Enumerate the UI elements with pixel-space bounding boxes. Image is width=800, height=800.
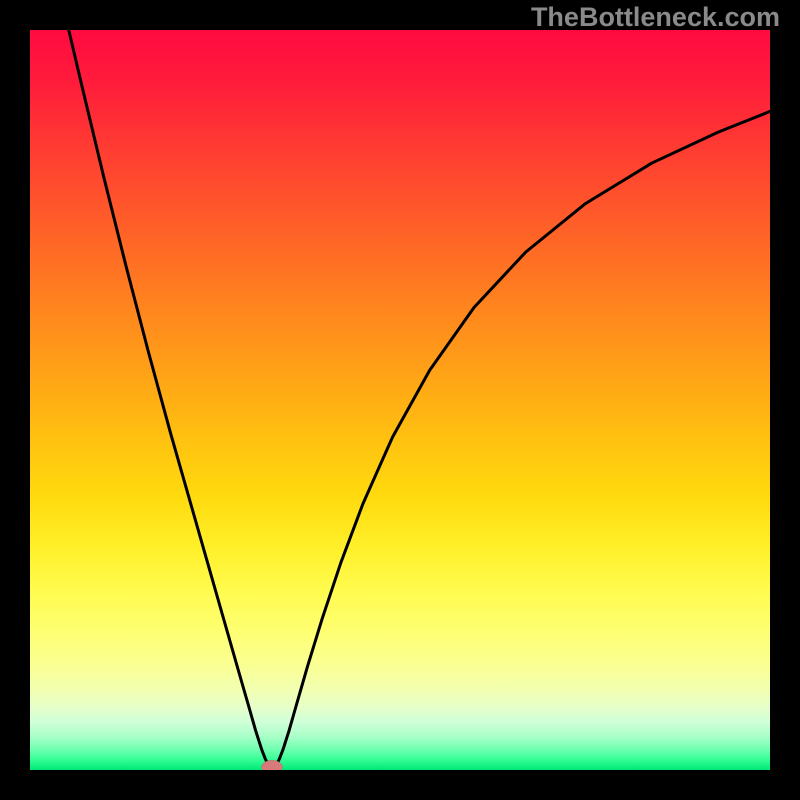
plot-area [30, 30, 770, 770]
gradient-background [30, 30, 770, 770]
watermark-text: TheBottleneck.com [531, 2, 780, 33]
plot-svg [30, 30, 770, 770]
chart-frame: TheBottleneck.com [0, 0, 800, 800]
